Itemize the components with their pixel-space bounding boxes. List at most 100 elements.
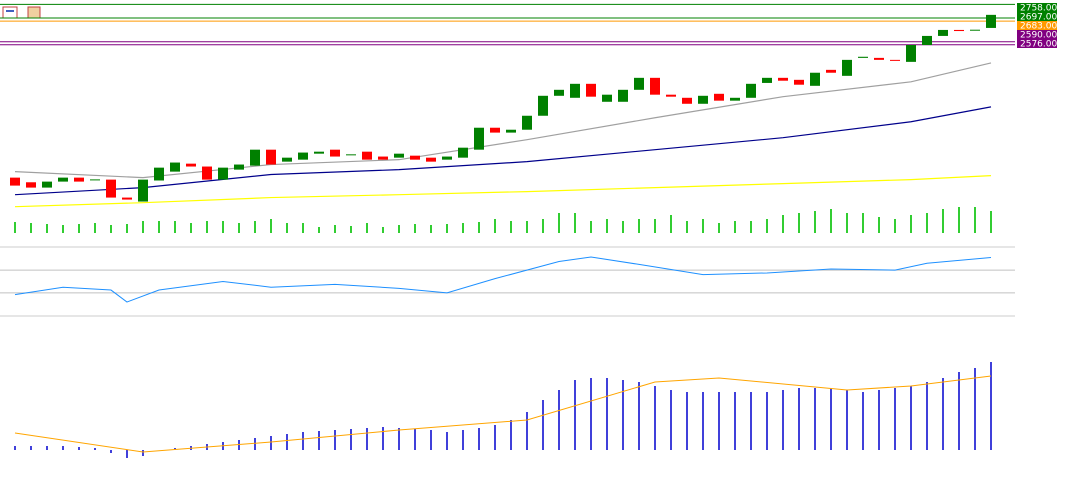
candle [362, 151, 372, 160]
volume-bar [974, 207, 976, 233]
volume-bar [78, 224, 80, 233]
moving-average [14, 175, 992, 208]
volume-bar [654, 219, 656, 233]
volume-bar [494, 219, 496, 233]
volume-bar [254, 221, 256, 233]
candle [42, 181, 52, 188]
volume-bar [318, 227, 320, 233]
candle [874, 57, 884, 60]
volume-bar [286, 223, 288, 233]
level-label-bg [1017, 12, 1057, 21]
volume-bar [14, 222, 16, 233]
icon-part [6, 10, 14, 12]
volume-bar [62, 225, 64, 233]
volume-bar [526, 221, 528, 233]
volume-bar [926, 213, 928, 233]
candle [666, 94, 676, 97]
candle [154, 167, 164, 181]
candle [922, 35, 932, 46]
candle [586, 83, 596, 97]
volume-bar [606, 219, 608, 233]
volume-bar [142, 221, 144, 233]
volume-bar [414, 224, 416, 233]
candle [730, 97, 740, 101]
candle [810, 72, 820, 86]
icon[interactable] [2, 6, 18, 19]
volume-bar [558, 213, 560, 233]
volume-bar [862, 213, 864, 233]
volume-bar [222, 221, 224, 233]
level-label-bg [1017, 3, 1057, 12]
volume-bar [30, 223, 32, 233]
candle [122, 197, 132, 200]
volume-bar [622, 221, 624, 233]
candle [234, 164, 244, 170]
volume-bar [446, 224, 448, 233]
candle [698, 95, 708, 104]
candle [650, 77, 660, 95]
candle [266, 149, 276, 165]
volume-bar [670, 215, 672, 233]
candle [554, 89, 564, 96]
candle [938, 29, 948, 36]
volume-bar [814, 211, 816, 233]
icon[interactable] [27, 6, 41, 19]
candle [106, 179, 116, 198]
candle [186, 163, 196, 167]
candle [346, 154, 356, 156]
candle [442, 156, 452, 160]
candle [74, 177, 84, 182]
candle [426, 157, 436, 162]
volume-bar [158, 221, 160, 233]
candle [170, 162, 180, 172]
candle [138, 179, 148, 202]
moving-average [14, 106, 992, 196]
volume-bar [766, 219, 768, 233]
candle [570, 83, 580, 98]
level-label-bg [1017, 21, 1057, 30]
candle [634, 77, 644, 90]
volume-bar [510, 221, 512, 233]
volume-bar [430, 225, 432, 233]
candle [826, 69, 836, 73]
candle [794, 79, 804, 85]
candle [10, 177, 20, 186]
volume-bar [782, 215, 784, 233]
volume-bar [798, 213, 800, 233]
volume-bar [206, 221, 208, 233]
volume-bar [830, 209, 832, 233]
candle [298, 152, 308, 160]
volume-bar [110, 225, 112, 233]
candle [746, 83, 756, 98]
volume-bar [638, 219, 640, 233]
level-label: 2590.00 [1020, 31, 1057, 41]
candle [218, 167, 228, 180]
candle [202, 166, 212, 180]
volume-bar [350, 226, 352, 233]
volume-bar [878, 217, 880, 233]
candle [890, 59, 900, 61]
candle [282, 157, 292, 162]
candle [506, 129, 516, 133]
candle [842, 59, 852, 76]
volume-bar [174, 221, 176, 233]
candle [250, 149, 260, 166]
candle [410, 155, 420, 160]
candle [394, 153, 404, 158]
candle [970, 29, 980, 31]
candle [538, 95, 548, 116]
volume-bar [686, 221, 688, 233]
oscillator-line [14, 256, 992, 303]
level-label: 2683.00 [1020, 22, 1057, 32]
candle [858, 56, 868, 58]
candle [522, 115, 532, 130]
volume-bar [542, 219, 544, 233]
volume-bar [846, 213, 848, 233]
level-label-bg [1017, 39, 1057, 48]
moving-average [14, 62, 992, 179]
volume-bar [270, 219, 272, 233]
volume-bar [942, 209, 944, 233]
level-label-bg [1017, 30, 1057, 39]
